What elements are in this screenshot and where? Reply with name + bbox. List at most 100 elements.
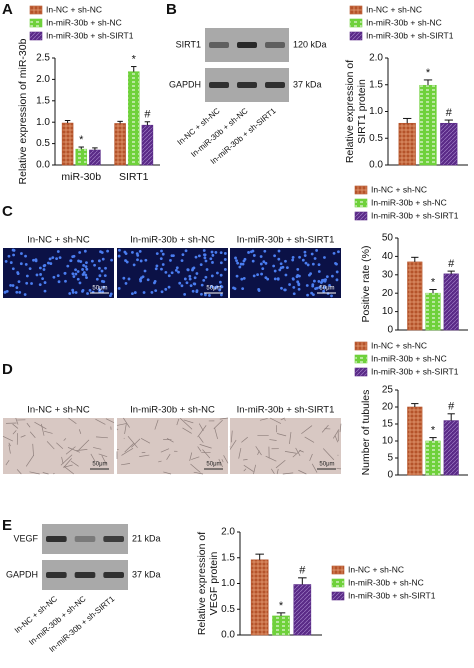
y-axis-label: SIRT1 protein [356,79,368,144]
error-bar [117,120,123,124]
error-bar [411,403,419,407]
nucleus [78,251,82,254]
nucleus [17,280,21,284]
nucleus [25,274,29,278]
nucleus [296,268,300,271]
bar [272,615,290,636]
tubule [218,458,223,468]
nucleus [131,292,134,296]
nucleus [136,258,139,262]
panel-label: C [2,203,13,220]
nucleus [47,261,50,265]
tubule [332,429,340,439]
tubule [191,456,200,460]
tubule [301,425,313,434]
y-tick-label: 1.5 [369,79,383,90]
tubule [193,471,204,475]
blot-band [103,572,124,578]
nucleus [284,273,288,277]
nucleus [101,257,105,261]
nucleus [189,284,193,288]
nucleus [139,259,143,263]
nucleus [122,276,126,280]
nucleus [235,274,239,278]
y-tick-label: 0.5 [369,133,383,144]
nucleus [322,278,326,282]
tubule [276,433,287,437]
nucleus [279,262,283,266]
blot-protein: SIRT1 [176,39,201,49]
bar [440,122,458,166]
nucleus [192,282,196,286]
nucleus [281,265,285,269]
micrograph-title: In-miR-30b + sh-NC [130,405,215,416]
nucleus [273,254,277,258]
nucleus [280,286,283,290]
scale-label: 50μm [206,462,221,468]
nucleus [183,277,187,281]
nucleus [161,263,165,266]
error-bar [64,119,71,124]
nucleus [219,261,223,265]
tubule [255,446,262,456]
tubule [124,443,134,453]
tubule [44,430,53,434]
y-tick-label: 25 [382,385,394,396]
scale-label: 50μm [92,286,107,292]
nucleus [328,283,331,287]
nucleus [155,252,159,256]
nucleus [335,262,338,266]
tubule [284,419,286,421]
blot-band [209,42,229,48]
blot-band [74,536,96,542]
error-bar [444,119,453,124]
y-tick-label: 5 [387,453,393,464]
nucleus [30,282,33,285]
tubule [309,453,313,462]
nucleus [256,273,259,276]
tubule [67,447,80,453]
scale-label: 50μm [319,462,334,468]
y-tick-label: 2.5 [36,53,50,64]
nucleus [219,284,223,288]
nucleus [78,281,82,285]
nucleus [63,271,67,275]
tubule [219,417,229,420]
tubule [241,436,248,443]
tubule [68,417,77,425]
nucleus [242,276,246,280]
nucleus [335,270,339,274]
nucleus [319,281,323,284]
nucleus [297,283,301,287]
tubule [139,454,150,457]
tubule [65,446,76,455]
legend-label: In-NC + sh-NC [371,340,427,350]
y-tick-label: 1.5 [36,95,50,106]
nucleus [5,290,9,293]
nucleus [283,288,287,292]
nucleus [219,251,223,254]
legend-label: In-miR-30b + sh-SIRT1 [371,366,459,376]
nucleus [83,249,87,253]
tubule [131,438,141,448]
tubule [166,453,171,460]
nucleus [210,284,214,288]
nucleus [164,271,168,274]
nucleus [58,256,62,260]
nucleus [85,276,88,280]
tubule [269,439,277,441]
tubule [190,463,201,473]
tubule [42,472,49,475]
nucleus [102,285,106,289]
legend-label: In-miR-30b + sh-NC [366,17,442,27]
nucleus [335,278,339,282]
error-bar [429,437,437,441]
scale-label: 50μm [319,286,334,292]
tubule [221,459,224,463]
tubule [63,465,74,475]
tubule [275,459,286,469]
nucleus [25,281,29,285]
nucleus [317,270,321,273]
nucleus [170,254,174,258]
nucleus [71,291,75,294]
